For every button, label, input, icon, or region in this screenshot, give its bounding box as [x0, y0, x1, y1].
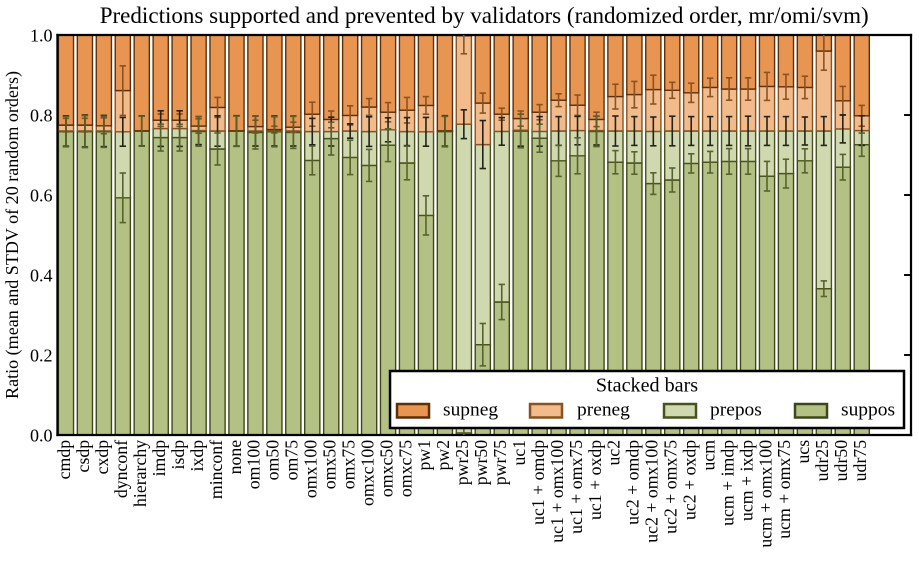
svg-text:ucs: ucs: [793, 440, 813, 464]
svg-text:ixdp: ixdp: [187, 440, 207, 472]
svg-text:uc2 + omx100: uc2 + omx100: [642, 440, 662, 543]
svg-text:suppos: suppos: [841, 400, 895, 421]
svg-text:ucm + omx100: ucm + omx100: [755, 440, 775, 548]
svg-text:0.4: 0.4: [30, 265, 53, 285]
svg-text:uc1 + omdp: uc1 + omdp: [528, 440, 548, 525]
svg-text:isdp: isdp: [168, 440, 188, 470]
svg-text:supneg: supneg: [443, 400, 498, 421]
svg-text:0.6: 0.6: [30, 185, 53, 205]
svg-text:hierarchy: hierarchy: [130, 440, 150, 507]
svg-text:uc2: uc2: [604, 440, 624, 466]
svg-text:omx100: omx100: [301, 440, 321, 498]
svg-text:uc1 + omx75: uc1 + omx75: [566, 440, 586, 534]
svg-text:cmdp: cmdp: [54, 440, 74, 480]
svg-text:Ratio (mean and STDV of 20 ran: Ratio (mean and STDV of 20 random orders…: [2, 71, 23, 399]
svg-text:ucm + omx75: ucm + omx75: [774, 440, 794, 539]
svg-text:omxc75: omxc75: [395, 440, 415, 497]
svg-text:uc2 + omdp: uc2 + omdp: [623, 440, 643, 525]
svg-text:csdp: csdp: [73, 440, 93, 473]
svg-text:uc1 + omx100: uc1 + omx100: [547, 440, 567, 543]
svg-text:ucm + imdp: ucm + imdp: [717, 440, 737, 526]
svg-text:pwr25: pwr25: [452, 440, 472, 486]
svg-text:omxc100: omxc100: [357, 440, 377, 506]
svg-text:Predictions supported and prev: Predictions supported and prevented by v…: [100, 2, 869, 28]
svg-text:prepos: prepos: [710, 400, 762, 421]
svg-text:ucm + ixdp: ucm + ixdp: [736, 440, 756, 521]
svg-text:dynconf: dynconf: [111, 440, 131, 498]
svg-text:uc2 + omx75: uc2 + omx75: [661, 440, 681, 534]
svg-text:pwr75: pwr75: [490, 440, 510, 486]
svg-text:preneg: preneg: [577, 400, 630, 421]
svg-text:Stacked bars: Stacked bars: [596, 374, 698, 396]
svg-text:pw2: pw2: [433, 440, 453, 471]
svg-text:omxc50: omxc50: [376, 440, 396, 497]
svg-text:minconf: minconf: [206, 440, 226, 499]
svg-text:udr75: udr75: [850, 440, 870, 482]
svg-text:omx75: omx75: [338, 440, 358, 489]
svg-text:ucm: ucm: [698, 440, 718, 471]
svg-text:0.8: 0.8: [30, 105, 53, 125]
svg-text:om100: om100: [244, 440, 264, 489]
svg-text:uc1: uc1: [509, 440, 529, 466]
svg-text:cxdp: cxdp: [92, 440, 112, 475]
svg-text:om50: om50: [263, 440, 283, 481]
svg-text:imdp: imdp: [149, 440, 169, 477]
svg-text:0.2: 0.2: [30, 345, 53, 365]
svg-text:uc1 + oxdp: uc1 + oxdp: [585, 440, 605, 520]
svg-text:omx50: omx50: [319, 440, 339, 489]
svg-text:none: none: [225, 440, 245, 475]
svg-text:1.0: 1.0: [30, 25, 53, 45]
svg-text:udr25: udr25: [812, 440, 832, 482]
svg-text:pw1: pw1: [414, 440, 434, 471]
svg-text:uc2 + oxdp: uc2 + oxdp: [679, 440, 699, 520]
svg-text:pwr50: pwr50: [471, 440, 491, 486]
svg-text:udr50: udr50: [831, 440, 851, 482]
svg-text:om75: om75: [282, 440, 302, 481]
svg-text:0.0: 0.0: [30, 425, 53, 445]
